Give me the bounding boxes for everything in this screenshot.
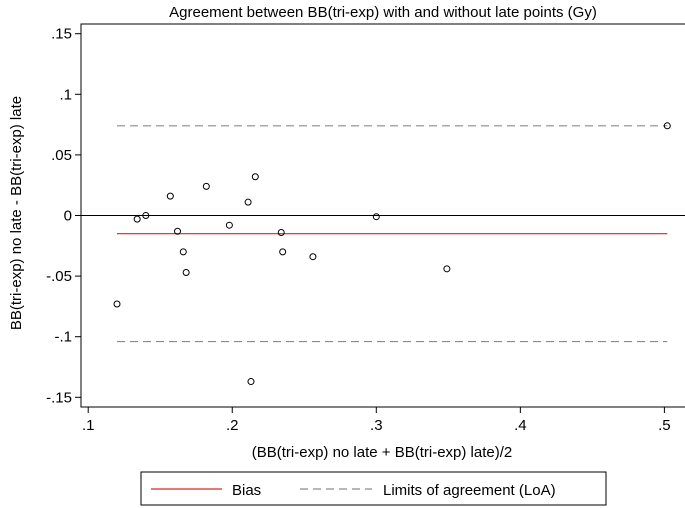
x-tick-label: .3 bbox=[370, 417, 383, 434]
y-tick-label: 0 bbox=[64, 208, 72, 225]
data-point bbox=[166, 192, 174, 200]
data-point bbox=[244, 198, 252, 206]
y-tick-label: -.05 bbox=[46, 268, 72, 285]
legend-bias-label: Bias bbox=[232, 482, 261, 499]
legend: Bias Limits of agreement (LoA) bbox=[140, 471, 607, 506]
y-axis-label: BB(tri-exp) no late - BB(tri-exp) late bbox=[8, 96, 25, 330]
y-tick-label: .15 bbox=[51, 26, 72, 43]
x-axis-ticks: .1 .2 .3 .4 .5 bbox=[82, 407, 671, 434]
reference-lines bbox=[81, 125, 685, 343]
data-point bbox=[372, 213, 380, 221]
data-point bbox=[225, 221, 233, 229]
legend-loa-label: Limits of agreement (LoA) bbox=[383, 482, 556, 499]
y-tick-label: .1 bbox=[59, 86, 72, 103]
x-axis-label: (BB(tri-exp) no late + BB(tri-exp) late)… bbox=[252, 444, 513, 461]
data-point bbox=[142, 212, 150, 219]
data-point bbox=[247, 378, 255, 386]
data-point bbox=[179, 248, 187, 256]
data-point bbox=[113, 300, 121, 308]
data-point bbox=[309, 253, 317, 261]
data-point bbox=[443, 265, 451, 273]
x-tick-label: .2 bbox=[226, 417, 239, 434]
data-point bbox=[277, 228, 285, 236]
x-tick-label: .5 bbox=[658, 417, 671, 434]
data-point bbox=[202, 182, 210, 190]
data-point bbox=[663, 122, 671, 130]
data-point bbox=[133, 215, 141, 223]
y-axis-ticks: .15 .1 .05 0 -.05 -.1 -.15 bbox=[46, 26, 81, 406]
data-points bbox=[113, 122, 671, 386]
chart-title: Agreement between BB(tri-exp) with and w… bbox=[169, 4, 597, 21]
data-point bbox=[174, 227, 182, 235]
y-tick-label: -.15 bbox=[46, 389, 72, 406]
y-tick-label: -.1 bbox=[54, 329, 72, 346]
x-tick-label: .4 bbox=[514, 417, 527, 434]
data-point bbox=[251, 173, 259, 181]
x-tick-label: .1 bbox=[82, 417, 95, 434]
y-tick-label: .05 bbox=[51, 147, 72, 164]
data-point bbox=[279, 248, 287, 256]
data-point bbox=[182, 268, 190, 276]
